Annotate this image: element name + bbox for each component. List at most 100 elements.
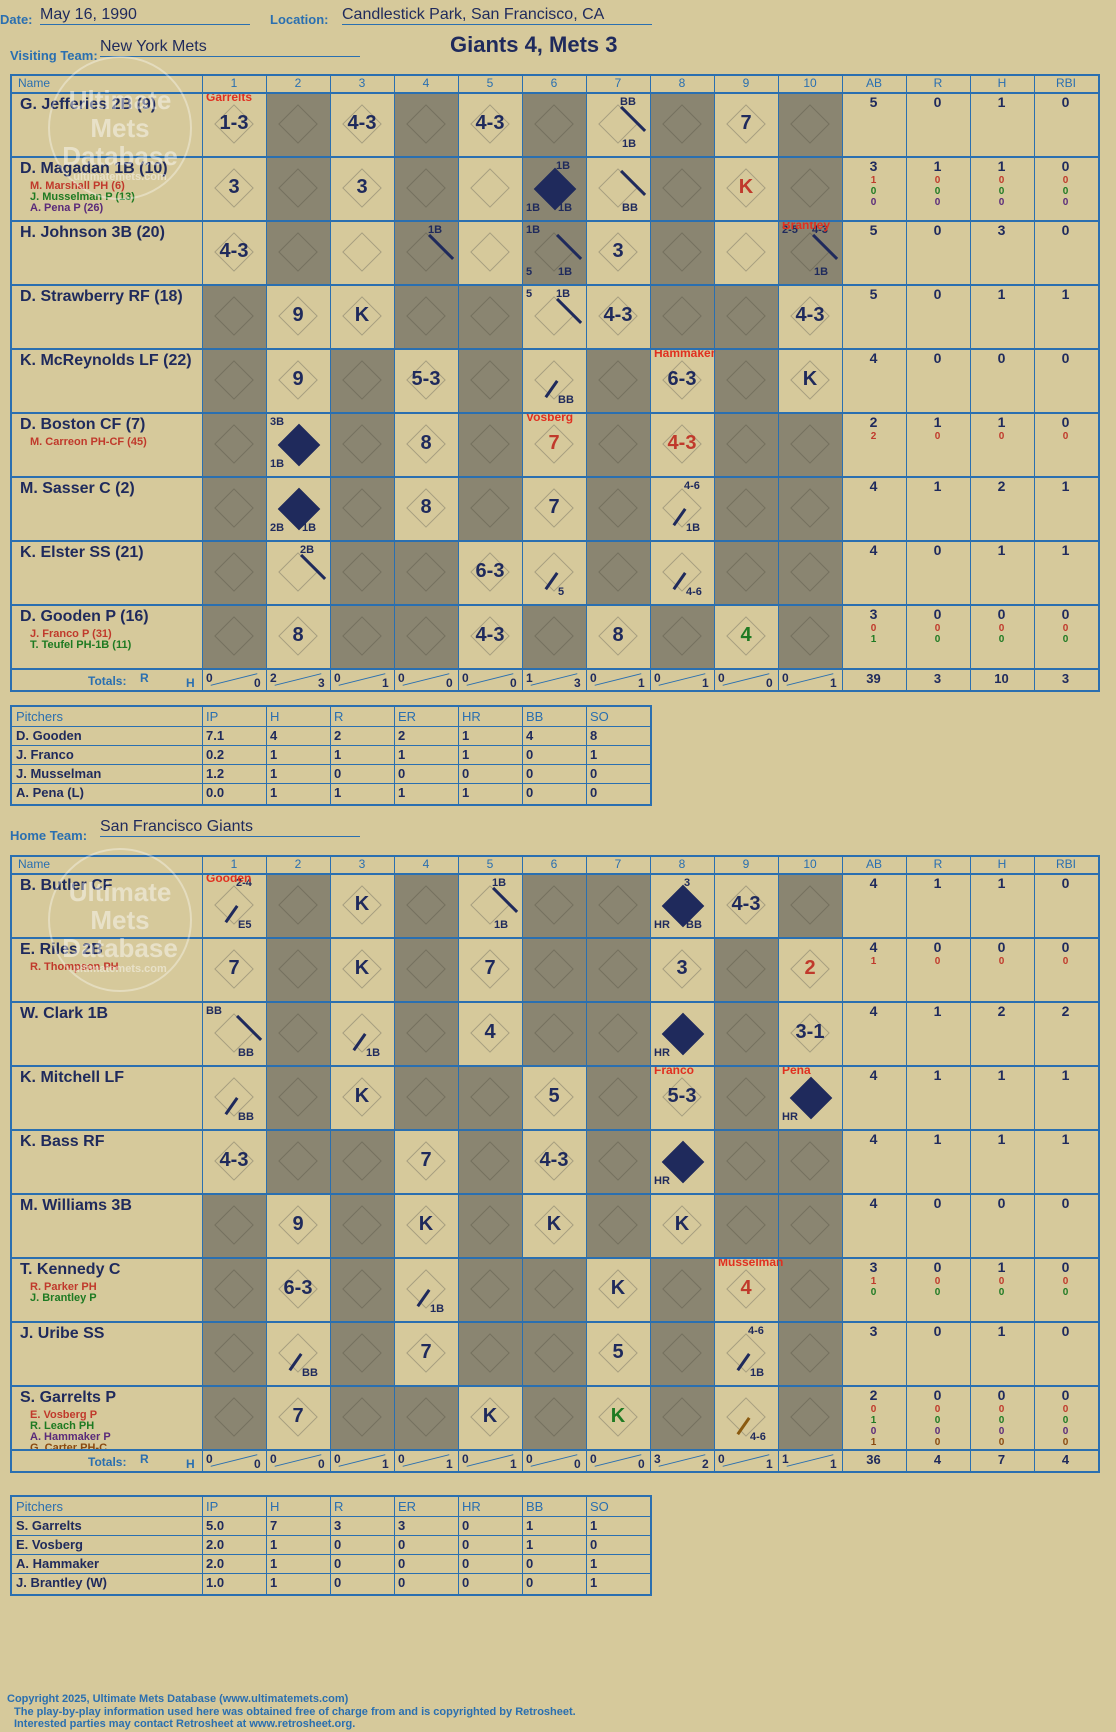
inning-runs: 0	[590, 671, 597, 685]
footer-retrosheet-contact: Interested parties may contact Retroshee…	[14, 1718, 356, 1730]
base-diamond	[790, 488, 830, 528]
substitute-stat: 0	[1062, 623, 1069, 634]
player-stat-h: 0	[997, 606, 1006, 622]
visiting-team-name: New York Mets	[100, 38, 360, 57]
row-divider	[12, 348, 1098, 350]
pitcher-stat: 0	[398, 1575, 406, 1590]
totals-divider	[274, 1454, 322, 1467]
player-stat-rbi: 0	[1061, 158, 1070, 174]
pitching-row-divider	[12, 1573, 650, 1574]
at-bat-cell	[714, 1001, 778, 1065]
pitcher-stat: 2.0	[206, 1556, 225, 1571]
date-label: Date:	[0, 12, 33, 27]
pitcher-name: S. Garrelts	[16, 1518, 82, 1533]
column-divider	[650, 76, 651, 690]
base-note: BB	[620, 96, 636, 108]
at-bat-cell	[650, 540, 714, 604]
column-divider	[714, 76, 715, 690]
base-diamond	[470, 1141, 510, 1181]
base-note: 2B	[270, 522, 285, 534]
base-diamond	[790, 885, 830, 925]
pitching-header: IP	[206, 709, 219, 724]
at-bat-cell	[650, 604, 714, 668]
base-diamond	[534, 1397, 574, 1437]
inning-header-4: 4	[422, 76, 430, 90]
player-stat-rbi: 0	[1061, 1387, 1070, 1403]
row-divider	[12, 873, 1098, 875]
at-bat-cell	[458, 1257, 522, 1321]
substitute-stat: 0	[934, 186, 941, 197]
base-diamond	[726, 1205, 766, 1245]
at-bat-cell	[266, 873, 330, 937]
home-pitching-frame: Pitchers IP H R ER HR BB SO S. Garrelts 5.0 7 3 3 0 1 1…	[10, 1495, 652, 1596]
base-diamond	[278, 1077, 318, 1117]
at-bat-cell	[330, 604, 394, 668]
inning-runs: 0	[206, 671, 213, 685]
player-stat-r: 0	[933, 542, 942, 558]
column-divider	[714, 857, 715, 1471]
at-bat-cell	[650, 476, 714, 540]
inning-hits: 0	[638, 1457, 645, 1471]
totals-divider	[786, 673, 834, 686]
pitcher-stat: 1	[270, 766, 278, 781]
at-bat-cell	[778, 604, 842, 668]
pitcher-stat: 0.2	[206, 747, 225, 762]
visitors-pitching-frame: Pitchers IP H R ER HR BB SO D. Gooden 7.1 4 2 2 1 4 8 J.…	[10, 705, 652, 806]
row-divider	[12, 156, 1098, 158]
base-diamond	[598, 360, 638, 400]
play-result: 7	[484, 957, 496, 979]
substitute-stat: 0	[934, 197, 941, 208]
at-bat-cell	[586, 937, 650, 1001]
play-result: 4-3	[603, 304, 633, 326]
at-bat-cell	[202, 284, 266, 348]
pitcher-stat: 1	[270, 1537, 278, 1552]
play-result: 4-3	[475, 624, 505, 646]
row-divider	[12, 1001, 1098, 1003]
player-stat-h: 1	[997, 286, 1006, 302]
column-divider	[330, 857, 331, 1471]
at-bat-cell	[650, 156, 714, 220]
at-bat-cell	[394, 937, 458, 1001]
base-note: 4-6	[748, 1325, 764, 1337]
base-diamond	[470, 488, 510, 528]
base-note: HR	[654, 1175, 670, 1187]
substitute-stat: 0	[998, 186, 1005, 197]
at-bat-cell	[522, 1385, 586, 1449]
watermark-text: Mets	[90, 113, 150, 143]
pitching-header: Pitchers	[16, 1499, 63, 1514]
play-result: 3	[228, 176, 240, 198]
footer-copyright: Copyright 2025, Ultimate Mets Database (…	[7, 1693, 349, 1705]
player-stat-h: 0	[997, 350, 1006, 366]
column-divider	[330, 76, 331, 690]
player-name: W. Clark 1B	[20, 1005, 109, 1022]
substitute-name: J. Brantley P	[30, 1292, 97, 1304]
substitute-stat: 0	[998, 175, 1005, 186]
player-stat-r: 0	[933, 1387, 942, 1403]
at-bat-cell	[522, 156, 586, 220]
at-bat-cell	[650, 1321, 714, 1385]
base-note: 5	[558, 586, 565, 598]
base-note: 1B	[750, 1367, 765, 1379]
column-divider	[266, 76, 267, 690]
pitcher-stat: 3	[398, 1518, 406, 1533]
pitcher-name: D. Gooden	[16, 728, 82, 743]
inning-header-6: 6	[550, 76, 558, 90]
inning-hits: 0	[254, 1457, 261, 1471]
pitcher-stat: 1	[398, 785, 406, 800]
base-diamond	[790, 1333, 830, 1373]
at-bat-cell	[522, 604, 586, 668]
at-bat-cell	[586, 1129, 650, 1193]
inning-runs: 2	[270, 671, 277, 685]
base-note: 5	[526, 288, 533, 300]
inning-header-10: 10	[803, 857, 817, 871]
inning-runs: 0	[398, 671, 405, 685]
base-note: 1B	[558, 202, 573, 214]
substitute-stat: 0	[1062, 431, 1069, 442]
stat-header-h: H	[997, 857, 1007, 871]
player-stat-r: 1	[933, 1131, 942, 1147]
player-stat-ab: 5	[869, 286, 878, 302]
pitcher-stat: 0	[526, 1556, 534, 1571]
base-diamond	[662, 1397, 702, 1437]
player-stat-r: 0	[933, 1323, 942, 1339]
at-bat-cell	[586, 1193, 650, 1257]
